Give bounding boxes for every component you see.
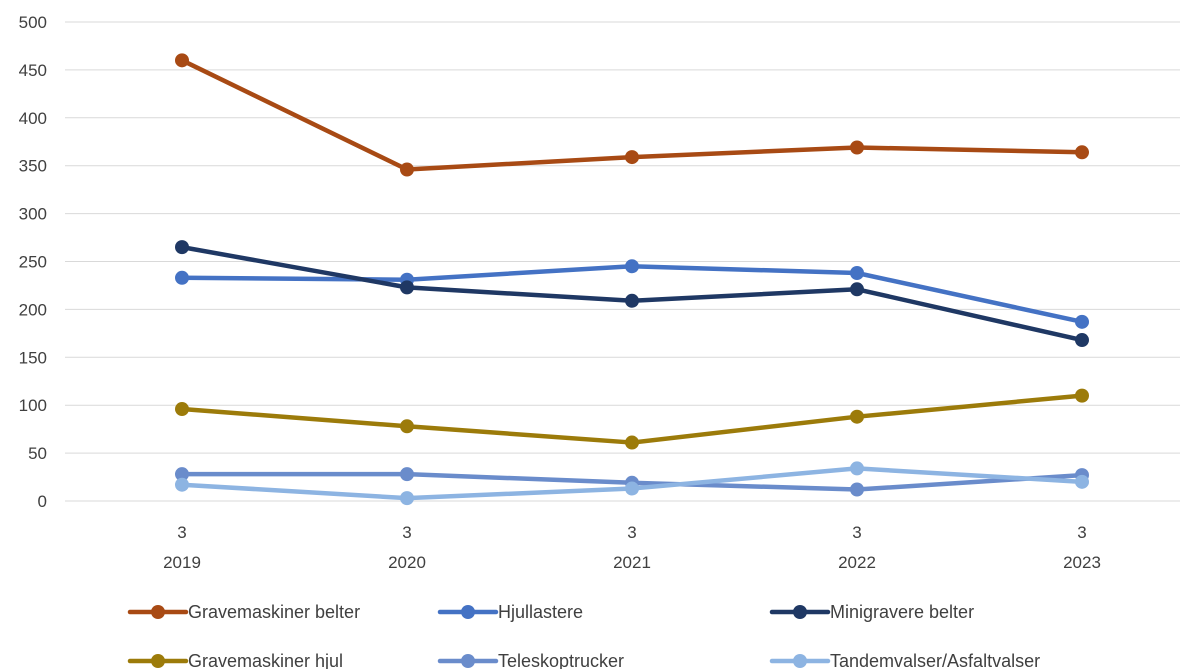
legend-item: Tandemvalser/Asfaltvalser [769,651,1040,669]
x-tick-label-top: 3 [1077,523,1086,542]
series-line [179,393,1085,445]
legend-item: Gravemaskiner belter [127,602,360,622]
data-point [625,481,639,496]
data-point [400,491,414,506]
legend-swatch-marker [793,605,807,619]
data-point [1075,388,1089,403]
x-axis: 3 2019 3 2020 3 2021 3 2022 3 2023 [163,523,1101,572]
y-axis: 0 50 100 150 200 250 300 350 400 450 500 [19,13,47,511]
x-tick-label-bottom: 2022 [838,553,876,572]
x-tick-label-bottom: 2019 [163,553,201,572]
y-tick-label: 450 [19,61,47,80]
data-point [175,467,189,482]
y-tick-label: 500 [19,13,47,32]
y-tick-label: 300 [19,205,47,224]
y-tick-label: 250 [19,253,47,272]
y-tick-label: 150 [19,348,47,367]
series-lines [175,53,1089,506]
x-tick-label-bottom: 2023 [1063,553,1101,572]
legend-item: Minigravere belter [769,602,974,622]
data-point [850,409,864,424]
series-0 [175,53,1089,177]
y-tick-label: 350 [19,157,47,176]
legend-swatch-marker [151,654,165,668]
data-point [850,461,864,476]
legend-label: Teleskoptrucker [498,651,624,669]
data-point [175,477,189,492]
series-3 [175,388,1089,450]
data-point [850,140,864,155]
y-tick-label: 200 [19,300,47,319]
data-point [400,162,414,177]
legend-label: Gravemaskiner belter [188,602,360,622]
data-point [850,265,864,280]
legend-swatch-marker [461,654,475,668]
data-point [175,240,189,255]
legend-label: Tandemvalser/Asfaltvalser [830,651,1040,669]
legend-item: Hjullastere [437,602,583,622]
legend-item: Teleskoptrucker [437,651,624,669]
data-point [400,419,414,434]
data-point [400,467,414,482]
series-2 [175,240,1089,348]
data-point [1075,145,1089,160]
legend-label: Hjullastere [498,602,583,622]
data-point [400,280,414,295]
legend-swatch-marker [793,654,807,668]
data-point [625,150,639,165]
gridlines [65,21,1180,502]
y-tick-label: 400 [19,109,47,128]
data-point [175,270,189,285]
data-point [850,482,864,497]
data-point [1075,314,1089,329]
data-point [625,259,639,274]
x-tick-label-bottom: 2020 [388,553,426,572]
legend-swatch-marker [461,605,475,619]
data-point [175,402,189,417]
legend: Gravemaskiner belter Hjullastere Minigrave… [127,602,1040,669]
x-tick-label-top: 3 [177,523,186,542]
data-point [1075,474,1089,489]
data-point [625,435,639,450]
data-point [175,53,189,68]
legend-item: Gravemaskiner hjul [127,651,343,669]
x-tick-label-bottom: 2021 [613,553,651,572]
y-tick-label: 100 [19,396,47,415]
series-5 [175,461,1089,506]
y-tick-label: 0 [38,492,47,511]
legend-label: Gravemaskiner hjul [188,651,343,669]
legend-label: Minigravere belter [830,602,974,622]
x-tick-label-top: 3 [852,523,861,542]
data-point [850,282,864,297]
series-1 [175,259,1089,329]
y-tick-label: 50 [28,444,47,463]
x-tick-label-top: 3 [627,523,636,542]
x-tick-label-top: 3 [402,523,411,542]
legend-swatch-marker [151,605,165,619]
data-point [625,293,639,308]
data-point [1075,333,1089,348]
